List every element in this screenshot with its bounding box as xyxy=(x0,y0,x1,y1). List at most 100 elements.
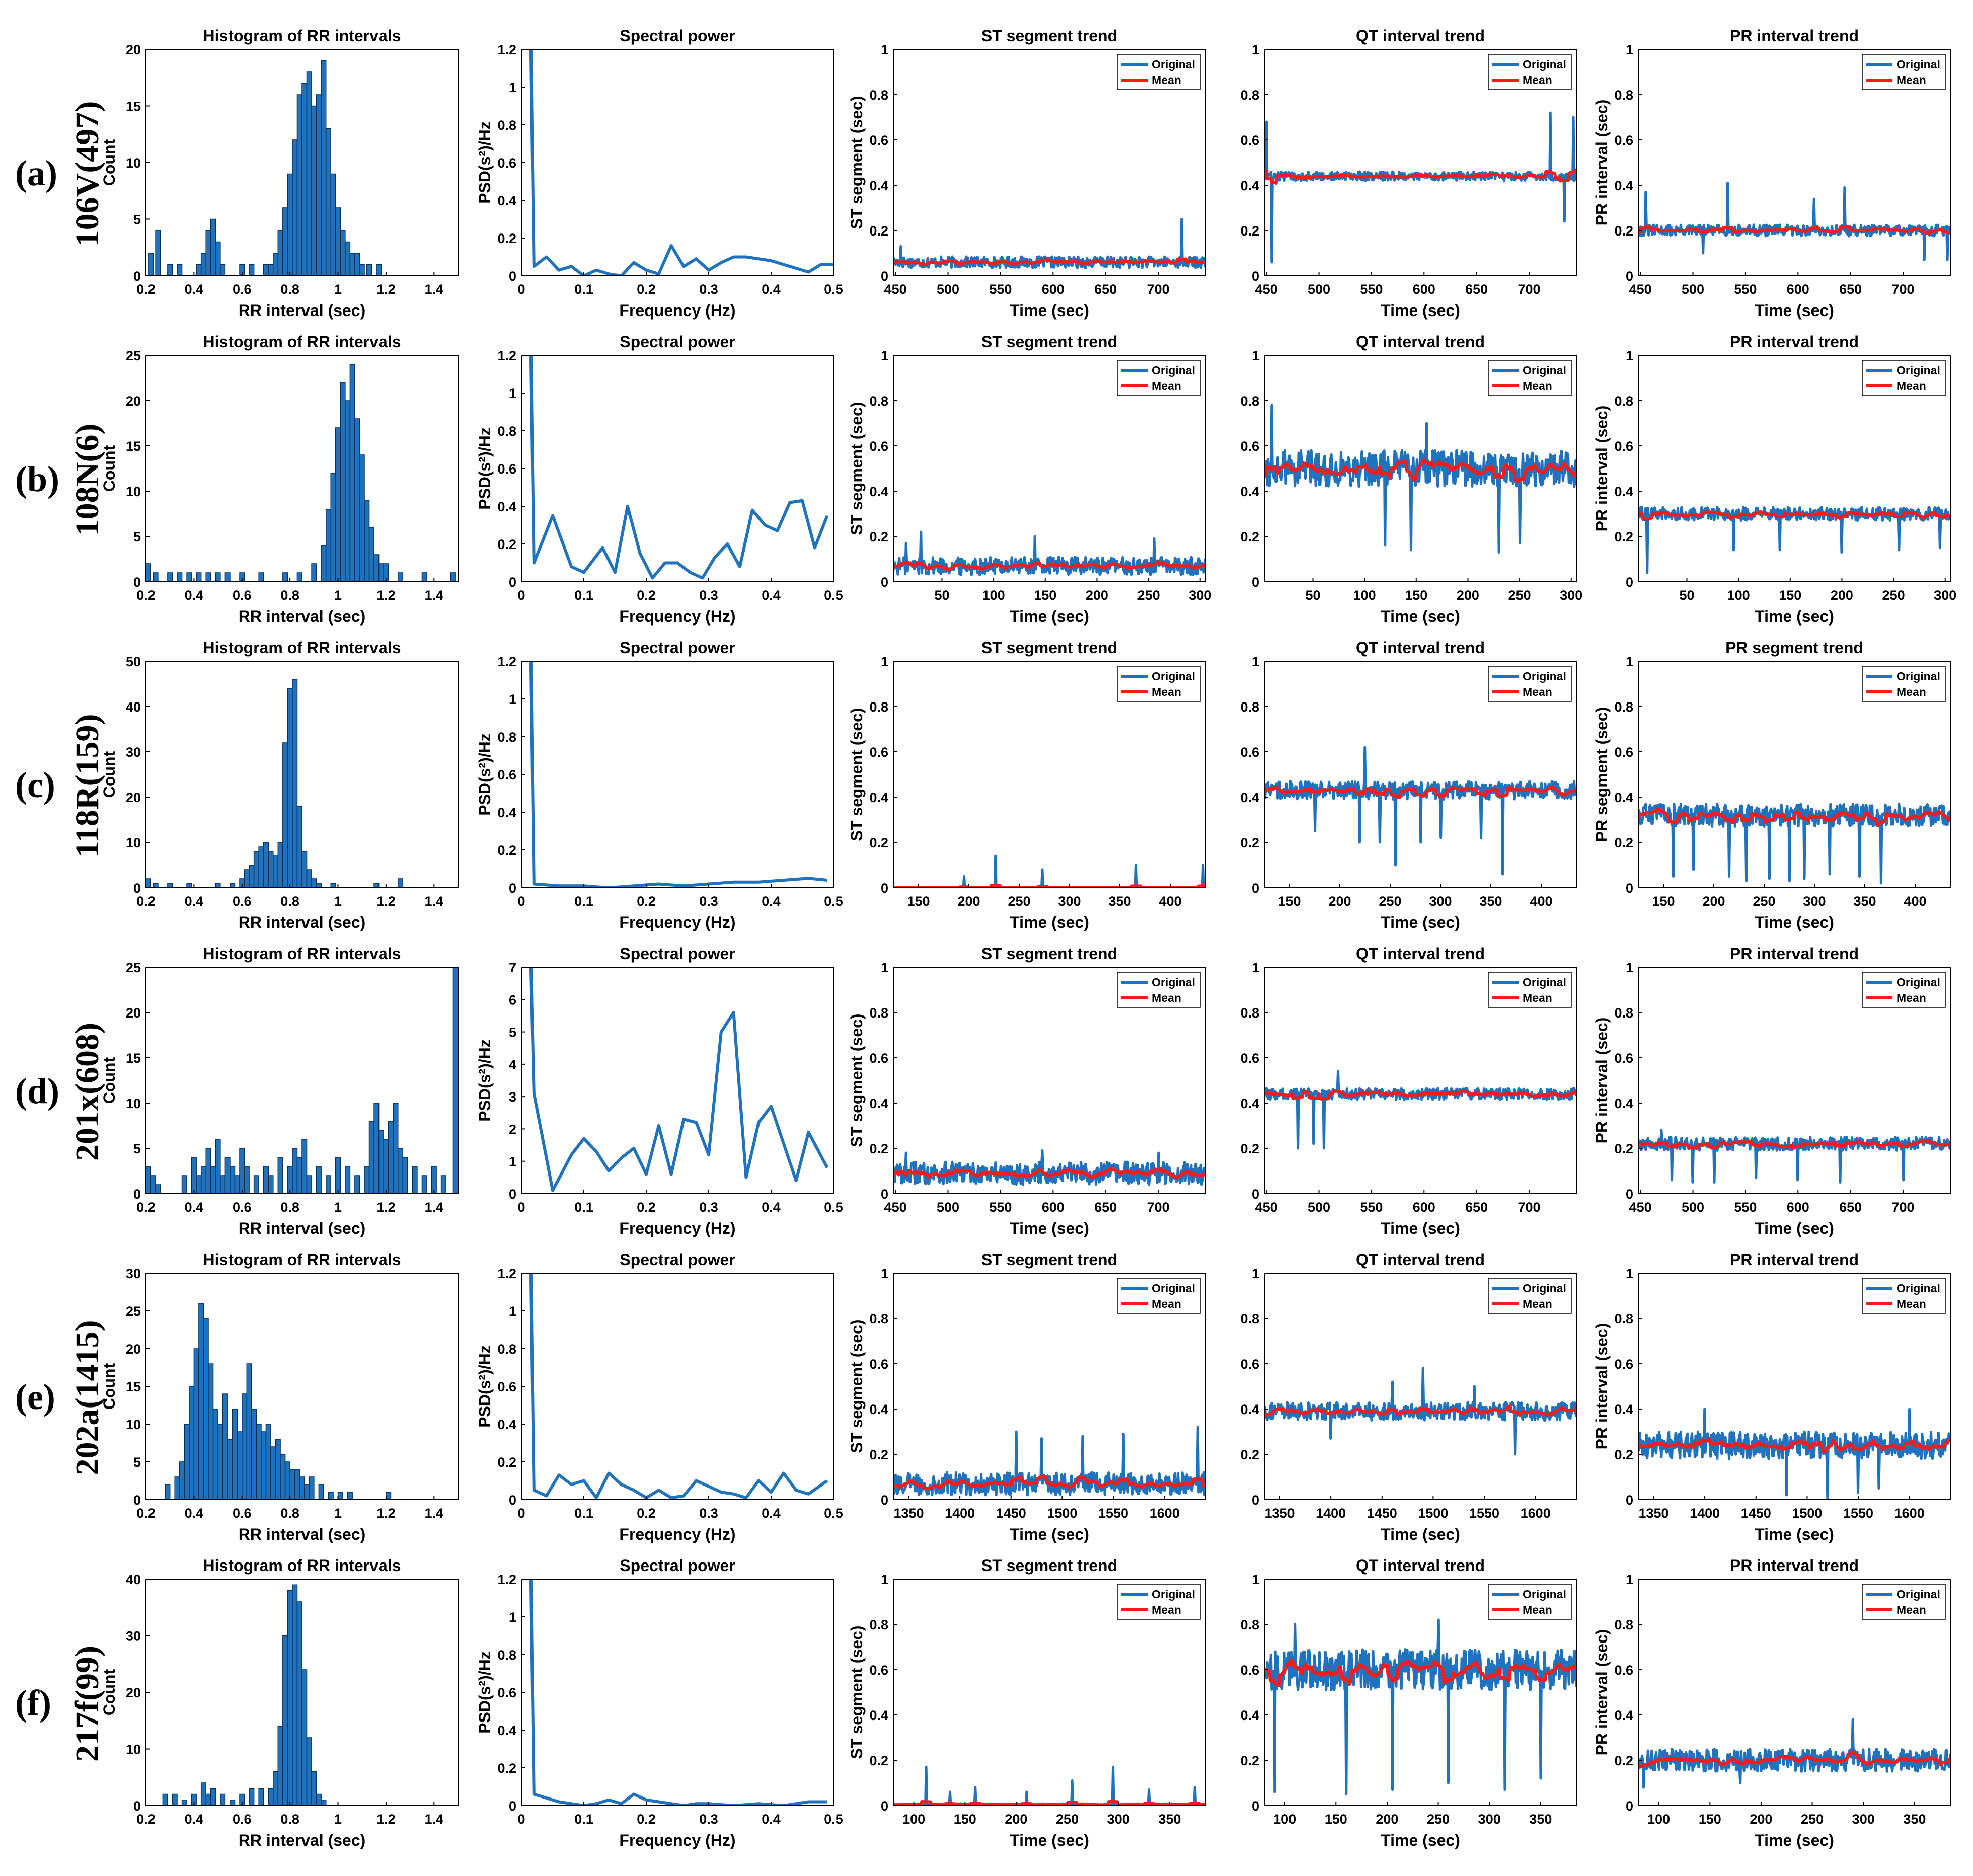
y-tick-label: 0 xyxy=(509,575,516,590)
y-tick-label: 0 xyxy=(1626,269,1633,284)
y-tick-label: 0.2 xyxy=(869,529,888,544)
panel-title: Spectral power xyxy=(620,333,735,351)
x-tick-label: 450 xyxy=(884,1200,907,1215)
legend-box xyxy=(1488,1278,1572,1314)
x-tick-label: 0.3 xyxy=(699,1506,718,1521)
y-tick-label: 0.6 xyxy=(1240,1663,1259,1678)
plot-area xyxy=(893,530,1205,576)
x-tick-label: 0.2 xyxy=(136,282,156,297)
histogram-bar xyxy=(388,1121,394,1194)
histogram-bar xyxy=(287,688,293,888)
chart-panel: 0 0.1 0.2 0.3 0.4 0.5 0 0.2 0.4 0.6 0.8 1 1.2 Spectra… xyxy=(476,333,843,626)
axes-box xyxy=(893,355,1206,582)
y-tick-label: 0.8 xyxy=(1614,699,1633,715)
y-tick-label: 20 xyxy=(126,1685,141,1700)
x-tick-label: 0.5 xyxy=(824,1200,843,1215)
histogram-bar xyxy=(263,842,269,888)
y-tick-label: 0 xyxy=(133,575,141,590)
histogram-bar xyxy=(282,207,288,276)
legend-original-label: Original xyxy=(1152,1588,1195,1601)
x-tick-label: 1.2 xyxy=(376,1812,396,1827)
x-tick-label: 0.1 xyxy=(574,588,593,603)
y-tick-label: 0 xyxy=(881,1799,888,1814)
y-tick-label: 1.2 xyxy=(497,1572,516,1587)
y-tick-label: 0.4 xyxy=(1240,178,1259,193)
histogram-bar xyxy=(318,1484,324,1500)
histogram-bar xyxy=(345,400,351,582)
histogram-bar xyxy=(244,1166,250,1194)
x-tick-label: 150 xyxy=(1325,1812,1347,1827)
x-tick-label: 0.3 xyxy=(699,282,718,297)
x-tick-label: 0.2 xyxy=(637,282,656,297)
x-tick-label: 0 xyxy=(517,588,525,603)
legend: Original Mean xyxy=(1862,972,1946,1008)
histogram-bar xyxy=(287,1590,293,1806)
x-tick-label: 1450 xyxy=(996,1506,1026,1521)
y-tick-label: 0.2 xyxy=(497,231,516,246)
x-tick-label: 150 xyxy=(954,1812,976,1827)
x-tick-label: 200 xyxy=(1750,1812,1772,1827)
plot-area xyxy=(1638,1718,1950,1789)
x-tick-label: 0 xyxy=(517,282,525,297)
axes-box xyxy=(521,49,834,276)
histogram-bar xyxy=(222,1393,228,1500)
histogram-bar xyxy=(383,1139,389,1194)
y-tick-label: 0.8 xyxy=(1240,699,1259,715)
legend-mean-label: Mean xyxy=(1896,1297,1926,1310)
legend-original-label: Original xyxy=(1152,58,1195,71)
histogram-bar xyxy=(330,173,336,276)
legend: Original Mean xyxy=(1862,360,1946,396)
histogram-bar xyxy=(292,139,298,276)
axes-box xyxy=(1638,1579,1951,1806)
x-tick-label: 0.2 xyxy=(637,1200,656,1215)
legend: Original Mean xyxy=(1488,666,1572,702)
y-tick-label: 10 xyxy=(126,155,141,171)
x-tick-label: 150 xyxy=(1779,588,1801,603)
x-tick-label: 600 xyxy=(1413,282,1435,297)
chart-panel: Original Mean 150 200 250 300 350 400 0 0.2 0.4 0.6… xyxy=(1592,639,1951,931)
y-tick-label: 0.8 xyxy=(869,699,888,715)
histogram-bar xyxy=(373,554,380,582)
x-tick-label: 0.4 xyxy=(762,282,781,297)
row-letter: (c) xyxy=(15,765,55,805)
y-axis-label: PSD(s²)/Hz xyxy=(476,1651,494,1734)
histogram-bar xyxy=(294,1469,300,1500)
y-tick-label: 0 xyxy=(133,1493,141,1508)
y-tick-label: 25 xyxy=(126,1304,141,1319)
x-tick-label: 1400 xyxy=(1316,1506,1346,1521)
original-series-line xyxy=(1638,1408,1950,1500)
axes-box xyxy=(1264,1273,1577,1500)
row-record-id: 106V(497) xyxy=(69,101,106,247)
plot-area xyxy=(529,1579,827,1806)
x-tick-label: 200 xyxy=(1005,1812,1027,1827)
y-tick-label: 0.2 xyxy=(1240,1141,1259,1156)
histogram-bar xyxy=(184,1424,190,1500)
legend-box xyxy=(1488,972,1572,1008)
histogram-bar xyxy=(330,473,336,582)
x-tick-label: 0.1 xyxy=(574,282,593,297)
x-tick-label: 550 xyxy=(1360,1200,1383,1215)
x-tick-label: 450 xyxy=(884,282,907,297)
histogram-bar xyxy=(296,1157,302,1194)
plot-area xyxy=(529,661,827,888)
histogram-bar xyxy=(234,1175,240,1194)
y-tick-label: 0.6 xyxy=(1614,439,1633,454)
y-tick-label: 10 xyxy=(126,835,141,850)
y-axis-label: Count xyxy=(100,1669,118,1715)
y-tick-label: 0.8 xyxy=(1614,1311,1633,1326)
panel-title: Spectral power xyxy=(620,27,735,45)
y-tick-label: 1 xyxy=(1252,348,1259,363)
histogram-bar xyxy=(345,241,351,276)
histogram-bar xyxy=(205,230,211,276)
x-tick-label: 1.4 xyxy=(425,894,444,909)
legend-mean-label: Mean xyxy=(1896,685,1926,698)
histogram-bar xyxy=(237,1431,243,1500)
histogram-bar xyxy=(292,1584,298,1806)
chart-panel: 0 0.1 0.2 0.3 0.4 0.5 0 1 2 3 4 5 6 7 Spectral power Fr… xyxy=(476,945,843,1237)
legend-box xyxy=(1862,972,1946,1008)
y-tick-label: 0.4 xyxy=(1614,1708,1633,1723)
y-tick-label: 0 xyxy=(133,269,141,284)
y-tick-label: 0.6 xyxy=(497,461,516,477)
x-tick-label: 0.2 xyxy=(136,894,156,909)
original-series-line xyxy=(1638,506,1950,574)
